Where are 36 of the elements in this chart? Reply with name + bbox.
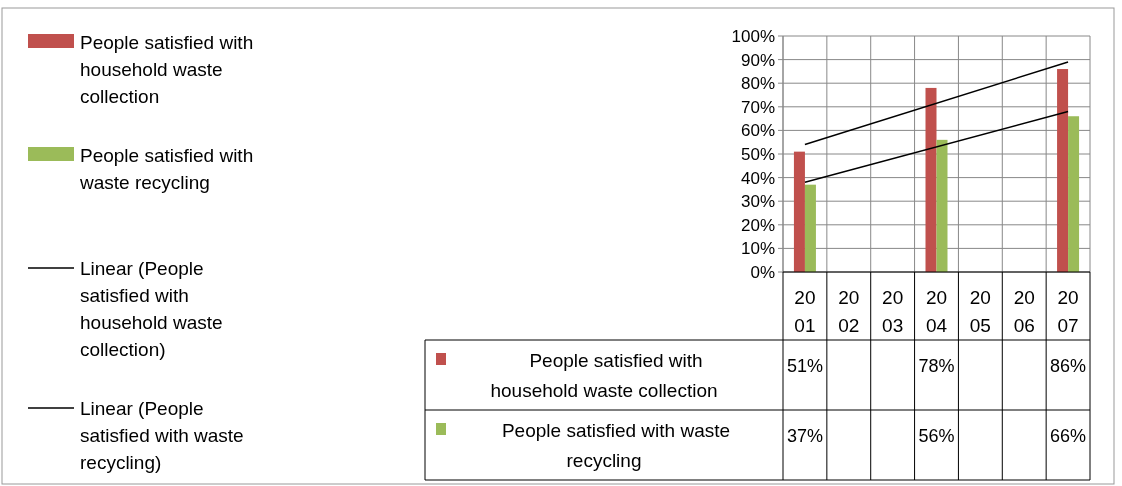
x-tick-label: 2004 — [925, 287, 948, 336]
x-tick-label: 2002 — [838, 287, 860, 336]
data-label: 37% — [786, 426, 823, 446]
text: People satisfied with waste recycling — [501, 420, 731, 471]
y-tick-label: 10% — [740, 239, 775, 259]
legend-label: People satisfied with household waste collection — [80, 32, 254, 107]
x-tick-label: 2005 — [969, 287, 991, 336]
x-tick-label: 2003 — [882, 287, 904, 336]
y-tick-label: 30% — [740, 192, 775, 212]
bar — [936, 139, 948, 272]
legend-label: Linear (People satisfied with household waste collection) — [80, 258, 223, 360]
data-label: 51% — [786, 356, 823, 376]
bar — [804, 184, 816, 272]
y-tick-label: 60% — [740, 121, 775, 141]
y-tick-label: 20% — [740, 215, 775, 235]
y-tick-label: 50% — [740, 144, 775, 164]
x-tick-label: 2006 — [1013, 287, 1035, 336]
y-tick-label: 40% — [740, 168, 775, 188]
y-tick-label: 0% — [750, 262, 775, 282]
legend-label: Linear (People satisfied with waste recycling) — [80, 398, 244, 473]
x-tick-label: 2007 — [1057, 287, 1079, 336]
y-tick-label: 80% — [740, 74, 775, 94]
data-label: 86% — [1050, 356, 1087, 376]
y-tick-label: 70% — [740, 97, 775, 117]
x-tick-label: 2001 — [794, 287, 816, 336]
data-label: 66% — [1050, 426, 1087, 446]
bar — [1068, 116, 1080, 272]
text: People satisfied with household waste collection — [490, 350, 718, 401]
y-tick-label: 90% — [740, 50, 775, 70]
y-tick-label: 100% — [731, 26, 775, 46]
bar — [793, 151, 805, 272]
bar — [925, 87, 937, 272]
bar — [1057, 69, 1069, 272]
data-label: 78% — [918, 356, 955, 376]
data-label: 56% — [918, 426, 955, 446]
legend-label: People satisfied with waste recycling — [79, 145, 254, 193]
